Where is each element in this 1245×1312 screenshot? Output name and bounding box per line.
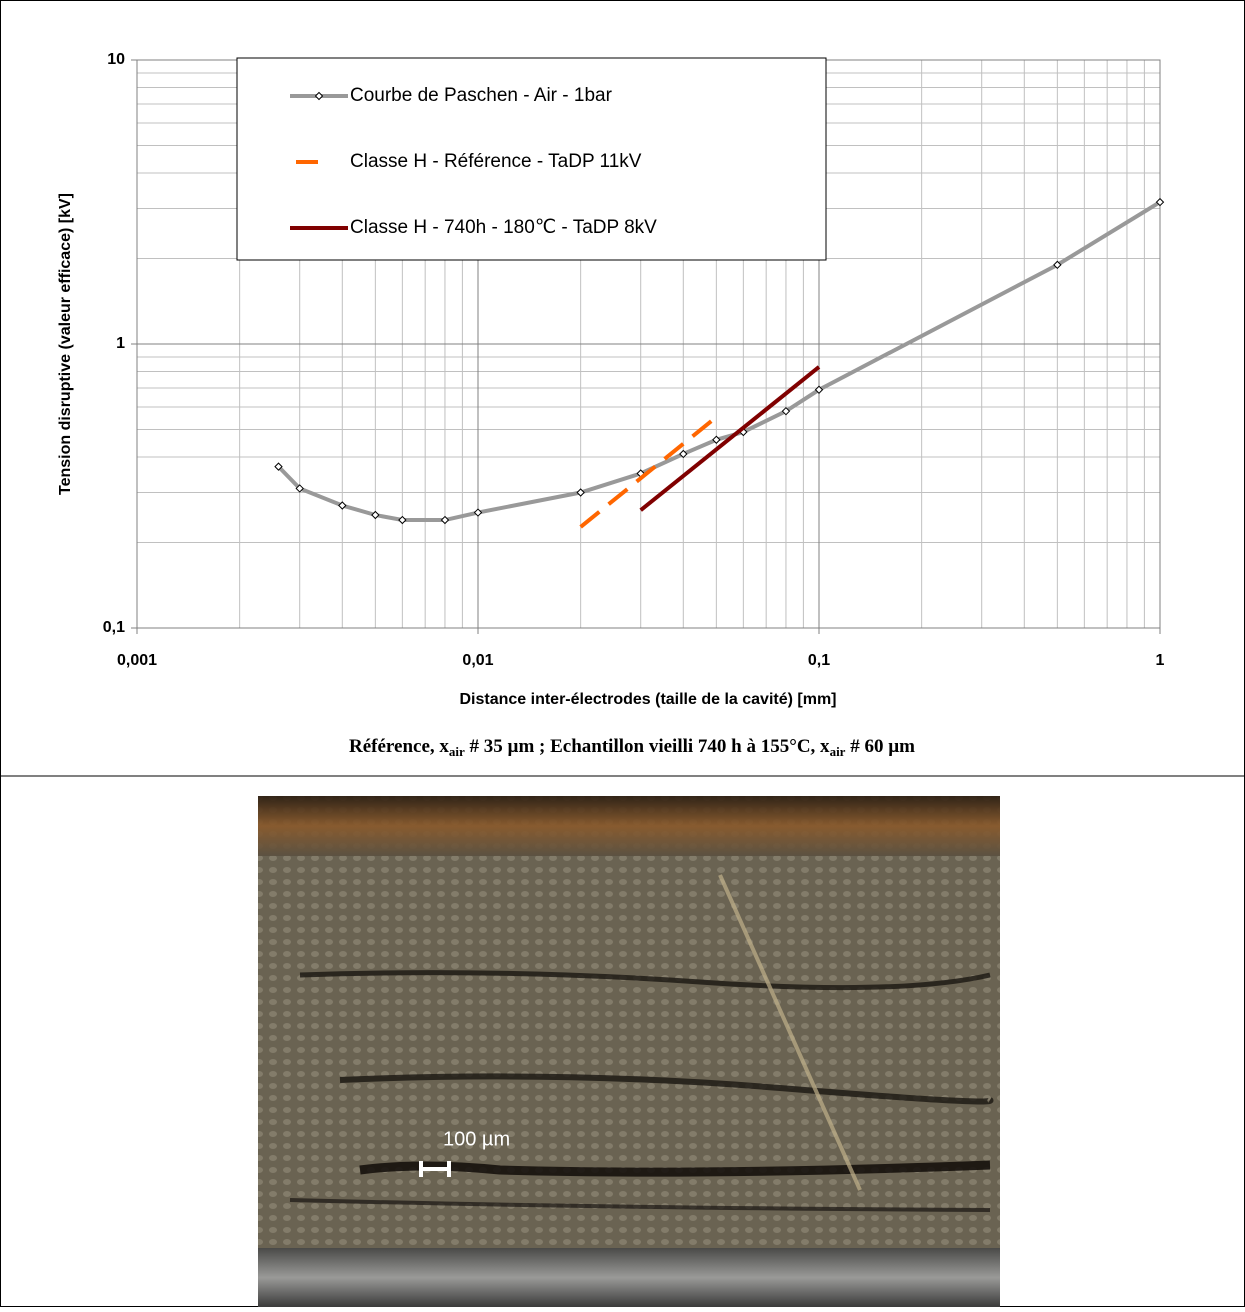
series — [274, 197, 1165, 529]
photo-crack — [339, 1073, 994, 1105]
photo-bottom — [258, 1248, 1000, 1307]
y-tick-label: 10 — [107, 51, 125, 68]
point-marker — [274, 462, 283, 471]
point-marker — [679, 449, 688, 459]
photo-crack — [289, 1198, 991, 1212]
x-tick-label: 0,01 — [462, 652, 493, 669]
x-axis-label: Distance inter-électrodes (taille de la … — [459, 691, 836, 708]
point-marker — [814, 385, 824, 394]
point-marker — [576, 488, 585, 497]
y-tick-label: 1 — [116, 335, 125, 352]
x-tick-label: 0,001 — [117, 652, 157, 669]
y-tick-label: 0,1 — [103, 619, 125, 636]
legend-label: Classe H - Référence - TaDP 11kV — [350, 151, 642, 172]
series-line — [639, 365, 821, 512]
point-marker — [712, 435, 721, 444]
caption-sub: air — [449, 744, 465, 759]
series-line — [277, 200, 1162, 523]
point-marker — [398, 515, 407, 525]
point-marker — [338, 501, 347, 510]
caption-text: # 60 µm — [845, 736, 915, 757]
point-marker — [440, 515, 450, 525]
caption-text: # 35 µm ; Echantillon vieilli 740 h à 15… — [465, 736, 830, 757]
caption: Référence, xair # 35 µm ; Echantillon vi… — [349, 736, 915, 759]
scale-bar-label: 100 µm — [443, 1128, 510, 1150]
caption-text: Référence, x — [349, 736, 449, 757]
photo-crack — [299, 970, 991, 991]
legend-label: Classe H - 740h - 180℃ - TaDP 8kV — [350, 217, 657, 238]
point-marker — [473, 508, 483, 517]
caption-sub: air — [830, 744, 846, 759]
photo-texture — [258, 796, 1000, 1307]
series-line — [579, 415, 718, 529]
y-axis-label: Tension disruptive (valeur efficace) [kV… — [57, 193, 74, 495]
point-marker — [295, 484, 304, 493]
photo-fiber — [718, 874, 862, 1191]
scale-bar — [419, 1161, 451, 1177]
photo-top — [258, 796, 1000, 856]
point-marker — [371, 510, 380, 520]
x-tick-label: 0,1 — [808, 652, 830, 669]
point-marker — [1053, 260, 1062, 270]
legend-label: Courbe de Paschen - Air - 1bar — [350, 85, 613, 106]
legend-marker — [314, 91, 324, 101]
legend: Courbe de Paschen - Air - 1bar Classe H -… — [236, 57, 827, 261]
x-tick-label: 1 — [1156, 652, 1165, 669]
photo: 100 µm — [258, 796, 1000, 1307]
point-marker — [1155, 197, 1165, 207]
point-marker — [781, 406, 791, 416]
